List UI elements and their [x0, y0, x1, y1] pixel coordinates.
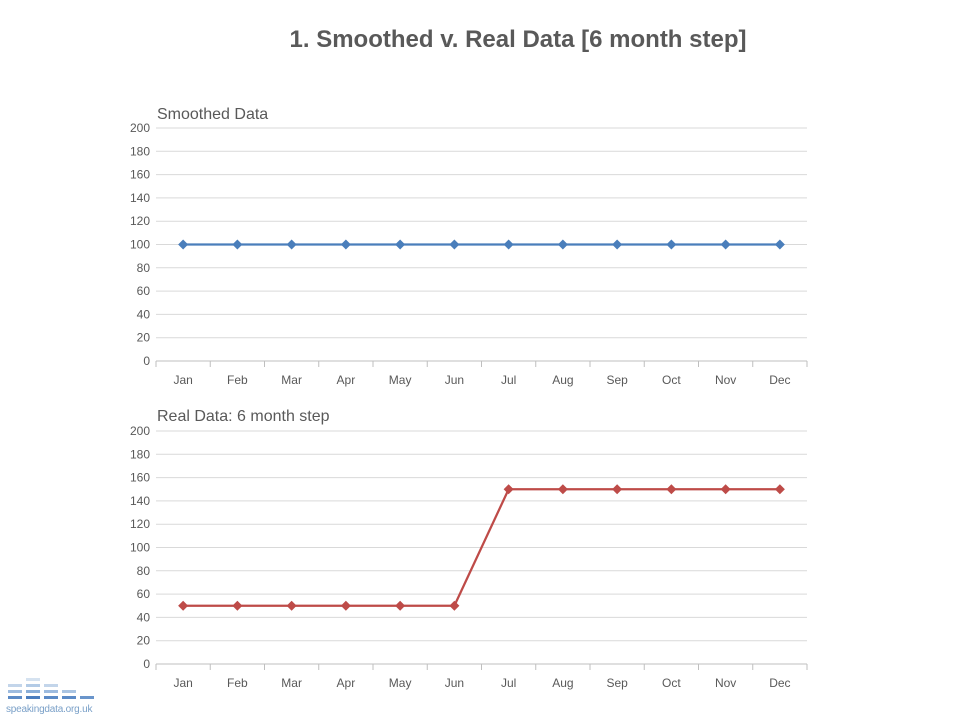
real-ytick-label: 40	[137, 610, 151, 624]
real-data-point	[449, 600, 460, 611]
real-xtick-label: Apr	[337, 676, 356, 690]
real-ytick-label: 180	[130, 447, 150, 461]
real-data-point	[286, 600, 297, 611]
smoothed-xtick-label: Jan	[173, 373, 192, 387]
real-ytick-label: 120	[130, 517, 150, 531]
real-data-point	[557, 484, 568, 495]
logo-text: speakingdata.org.uk	[6, 704, 93, 715]
real-ytick-label: 80	[137, 564, 151, 578]
smoothed-ytick-label: 20	[137, 331, 151, 345]
smoothed-ytick-label: 60	[137, 284, 151, 298]
smoothed-data-point	[666, 239, 677, 250]
real-ytick-label: 100	[130, 541, 150, 555]
real-ytick-label: 0	[143, 657, 150, 671]
smoothed-xtick-label: May	[389, 373, 412, 387]
real-series-line	[183, 488, 780, 607]
smoothed-ytick-label: 0	[143, 354, 150, 368]
real-xtick-label: Dec	[769, 676, 790, 690]
real-xtick-label: Nov	[715, 676, 736, 690]
smoothed-xtick-label: Sep	[606, 373, 628, 387]
slide-title: 1. Smoothed v. Real Data [6 month step]	[289, 26, 747, 53]
smoothed-data-point	[286, 239, 297, 250]
real-data-point	[340, 600, 351, 611]
smoothed-ytick-label: 120	[130, 214, 150, 228]
smoothed-data-point	[395, 239, 406, 250]
smoothed-xtick-label: Dec	[769, 373, 790, 387]
smoothed-xtick-label: Apr	[337, 373, 356, 387]
real-data-point	[232, 600, 243, 611]
smoothed-ytick-label: 40	[137, 307, 151, 321]
real-data-point	[720, 484, 731, 495]
speakingdata-logo-icon	[8, 678, 94, 699]
smoothed-xtick-label: Aug	[552, 373, 573, 387]
real-ytick-label: 60	[137, 587, 151, 601]
real-ytick-label: 20	[137, 634, 151, 648]
real-data-point	[503, 484, 514, 495]
real-xtick-label: May	[389, 676, 412, 690]
smoothed-ytick-label: 180	[130, 144, 150, 158]
smoothed-xtick-label: Feb	[227, 373, 248, 387]
smoothed-data-point	[774, 239, 785, 250]
smoothed-xtick-label: Nov	[715, 373, 736, 387]
real-xtick-label: Oct	[662, 676, 681, 690]
real-data-point	[395, 600, 406, 611]
real-xtick-label: Sep	[606, 676, 628, 690]
real-xtick-label: Jan	[173, 676, 192, 690]
real-data-point	[666, 484, 677, 495]
smoothed-xtick-label: Oct	[662, 373, 681, 387]
real-ytick-label: 140	[130, 494, 150, 508]
real-xtick-label: Jul	[501, 676, 516, 690]
smoothed-data-point	[340, 239, 351, 250]
smoothed-ytick-label: 200	[130, 121, 150, 135]
real-data-point	[178, 600, 189, 611]
smoothed-data-point	[557, 239, 568, 250]
chart-title-smoothed: Smoothed Data	[157, 106, 269, 123]
real-ytick-label: 160	[130, 471, 150, 485]
smoothed-ytick-label: 100	[130, 238, 150, 252]
real-ytick-label: 200	[130, 424, 150, 438]
smoothed-xtick-label: Jul	[501, 373, 516, 387]
real-xtick-label: Jun	[445, 676, 464, 690]
smoothed-data-point	[503, 239, 514, 250]
smoothed-data-point	[720, 239, 731, 250]
chart-smoothed-data: 0 20 40 60 80 100 120 140 160 180 200 Jan Feb Mar Apr M…	[130, 121, 808, 387]
smoothed-data-point	[449, 239, 460, 250]
real-xtick-label: Feb	[227, 676, 248, 690]
smoothed-ytick-label: 80	[137, 261, 151, 275]
smoothed-ytick-label: 160	[130, 168, 150, 182]
chart-title-real: Real Data: 6 month step	[157, 408, 330, 425]
real-xtick-label: Aug	[552, 676, 573, 690]
smoothed-data-point	[612, 239, 623, 250]
smoothed-data-point	[232, 239, 243, 250]
real-data-point	[774, 484, 785, 495]
smoothed-ytick-label: 140	[130, 191, 150, 205]
smoothed-data-point	[178, 239, 189, 250]
real-data-point	[612, 484, 623, 495]
smoothed-xtick-label: Mar	[281, 373, 302, 387]
smoothed-xtick-label: Jun	[445, 373, 464, 387]
real-xtick-label: Mar	[281, 676, 302, 690]
